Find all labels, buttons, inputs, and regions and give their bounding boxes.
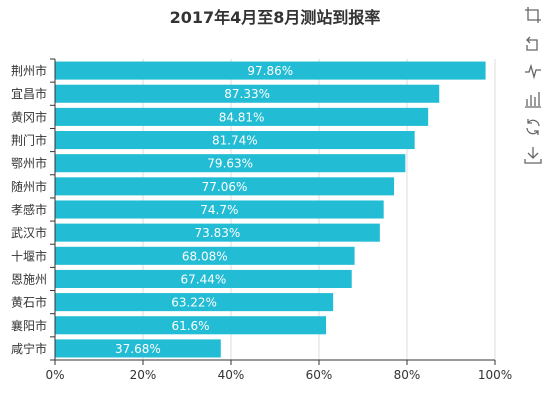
refresh-icon[interactable] <box>524 118 542 136</box>
data-label: 73.83% <box>195 226 241 240</box>
x-tick-label: 40% <box>218 368 245 382</box>
data-label: 67.44% <box>180 272 226 286</box>
category-label: 黄石市 <box>11 295 47 310</box>
bar[interactable] <box>55 200 384 219</box>
bar[interactable] <box>55 269 352 288</box>
bar[interactable] <box>55 293 334 312</box>
data-label: 37.68% <box>115 342 161 356</box>
x-tick-label: 60% <box>306 368 333 382</box>
category-label: 宜昌市 <box>11 86 47 101</box>
data-label: 74.7% <box>200 203 238 217</box>
data-label: 61.6% <box>171 319 209 333</box>
bar[interactable] <box>55 177 395 196</box>
data-label: 68.08% <box>182 249 228 263</box>
crop-icon[interactable] <box>524 6 542 24</box>
data-label: 84.81% <box>219 110 265 124</box>
category-label: 襄阳市 <box>11 318 47 333</box>
bars <box>55 61 486 358</box>
data-labels: 97.86% 87.33% 84.81% 81.74% 79.63% 77.06% 74.7… <box>115 64 293 356</box>
data-label: 63.22% <box>171 296 217 310</box>
x-tick-label: 80% <box>394 368 421 382</box>
bar[interactable] <box>55 131 415 150</box>
toolbox <box>524 6 546 174</box>
line-chart-icon[interactable] <box>524 62 542 80</box>
category-label: 十堰市 <box>11 248 47 263</box>
category-label: 鄂州市 <box>11 156 47 171</box>
data-label: 81.74% <box>212 134 258 148</box>
category-label: 黄冈市 <box>11 109 47 124</box>
bar[interactable] <box>55 61 486 80</box>
category-label: 武汉市 <box>11 225 47 240</box>
download-icon[interactable] <box>524 146 542 164</box>
x-tick-label: 100% <box>478 368 512 382</box>
bar[interactable] <box>55 339 221 358</box>
category-label: 荆州市 <box>11 63 47 78</box>
bar[interactable] <box>55 246 355 265</box>
x-tick-label: 20% <box>130 368 157 382</box>
bar[interactable] <box>55 316 327 335</box>
bar[interactable] <box>55 107 429 126</box>
data-label: 97.86% <box>247 64 293 78</box>
bar[interactable] <box>55 84 440 103</box>
chart-title: 2017年4月至8月测站到报率 <box>169 8 381 27</box>
category-label: 咸宁市 <box>11 341 47 356</box>
x-axis: 0% 20% 40% 60% 80% 100% <box>45 359 512 382</box>
x-tick-label: 0% <box>45 368 64 382</box>
category-label: 荆门市 <box>11 133 47 148</box>
category-label: 孝感市 <box>11 202 47 217</box>
bar-chart-icon[interactable] <box>524 90 542 108</box>
category-label: 恩施州 <box>11 272 47 286</box>
category-label: 随州市 <box>11 179 47 194</box>
data-label: 79.63% <box>207 157 253 171</box>
bar[interactable] <box>55 154 406 173</box>
data-label: 87.33% <box>224 87 270 101</box>
bar[interactable] <box>55 223 380 242</box>
restore-icon[interactable] <box>524 34 542 52</box>
data-label: 77.06% <box>202 180 248 194</box>
